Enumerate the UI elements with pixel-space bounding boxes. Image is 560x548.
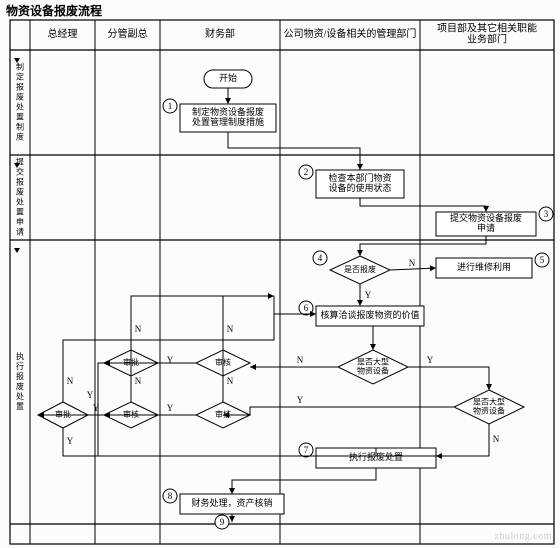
watermark: zhulong.com [495, 531, 552, 542]
svg-text:废: 废 [16, 186, 24, 196]
svg-text:Y: Y [365, 290, 372, 300]
svg-text:4: 4 [318, 253, 323, 263]
svg-text:是否大型物资设备: 是否大型物资设备 [357, 356, 389, 375]
svg-text:总经理: 总经理 [48, 27, 78, 40]
svg-text:8: 8 [168, 491, 173, 501]
svg-text:交: 交 [16, 166, 24, 176]
svg-text:检查本部门物资设备的使用状态: 检查本部门物资设备的使用状态 [328, 172, 391, 193]
svg-text:制定物资设备报废处置管理制度措施: 制定物资设备报废处置管理制度措施 [192, 106, 264, 127]
svg-text:财务部: 财务部 [205, 27, 235, 40]
svg-text:报: 报 [16, 371, 24, 381]
svg-text:开始: 开始 [219, 72, 237, 83]
svg-text:进行维修利用: 进行维修利用 [457, 261, 511, 272]
svg-text:废: 废 [16, 91, 24, 101]
svg-text:2: 2 [304, 167, 309, 177]
flowchart-canvas: 总经理分管副总财务部公司物资/设备相关的管理部门项目部及其它相关职能业务部门制定… [0, 0, 560, 548]
svg-text:行: 行 [16, 361, 24, 371]
page-root: 物资设备报废流程 总经理分管副总财务部公司物资/设备相关的管理部门项目部及其它相… [0, 0, 560, 548]
svg-text:项目部及其它相关职能业务部门: 项目部及其它相关职能业务部门 [437, 22, 537, 46]
svg-text:N: N [135, 376, 142, 386]
svg-text:审核: 审核 [215, 409, 231, 419]
svg-text:置: 置 [16, 112, 24, 121]
svg-text:7: 7 [304, 445, 309, 455]
svg-text:9: 9 [220, 517, 225, 527]
svg-text:分管副总: 分管副总 [108, 27, 148, 40]
svg-text:请: 请 [16, 226, 24, 236]
svg-text:制: 制 [16, 61, 24, 71]
svg-text:N: N [67, 376, 74, 386]
svg-text:Y: Y [427, 355, 434, 365]
svg-text:制: 制 [16, 121, 24, 131]
svg-text:N: N [135, 324, 142, 334]
svg-text:5: 5 [540, 255, 545, 265]
svg-text:核算洽谈报废物资的价值: 核算洽谈报废物资的价值 [320, 309, 419, 320]
svg-text:N: N [227, 376, 234, 386]
svg-text:3: 3 [544, 209, 549, 219]
svg-text:是否大型物资设备: 是否大型物资设备 [473, 396, 505, 415]
svg-text:申: 申 [16, 216, 24, 226]
svg-text:财务处理，资产核销: 财务处理，资产核销 [191, 497, 272, 508]
svg-text:报: 报 [16, 176, 24, 186]
svg-text:1: 1 [168, 101, 173, 111]
svg-text:N: N [493, 434, 500, 444]
svg-text:置: 置 [16, 207, 24, 216]
svg-text:Y: Y [87, 390, 94, 400]
svg-text:Y: Y [93, 403, 100, 413]
svg-text:N: N [409, 258, 416, 268]
svg-text:审核: 审核 [123, 409, 139, 419]
svg-text:处: 处 [16, 391, 24, 401]
svg-text:Y: Y [167, 355, 174, 365]
svg-text:执: 执 [16, 351, 24, 361]
svg-text:处: 处 [16, 101, 24, 111]
svg-text:Y: Y [297, 395, 304, 405]
svg-text:度: 度 [16, 131, 24, 141]
svg-text:Y: Y [167, 403, 174, 413]
svg-text:定: 定 [16, 71, 24, 81]
svg-text:报: 报 [16, 81, 24, 91]
svg-text:处: 处 [16, 196, 24, 206]
svg-text:N: N [227, 324, 234, 334]
svg-text:审批: 审批 [55, 409, 71, 419]
svg-text:6: 6 [304, 303, 309, 313]
svg-text:废: 废 [16, 381, 24, 391]
svg-text:置: 置 [16, 402, 24, 411]
svg-text:Y: Y [67, 436, 74, 446]
svg-text:公司物资/设备相关的管理部门: 公司物资/设备相关的管理部门 [284, 27, 417, 40]
svg-text:N: N [297, 355, 304, 365]
svg-text:是否报废: 是否报废 [344, 264, 376, 274]
